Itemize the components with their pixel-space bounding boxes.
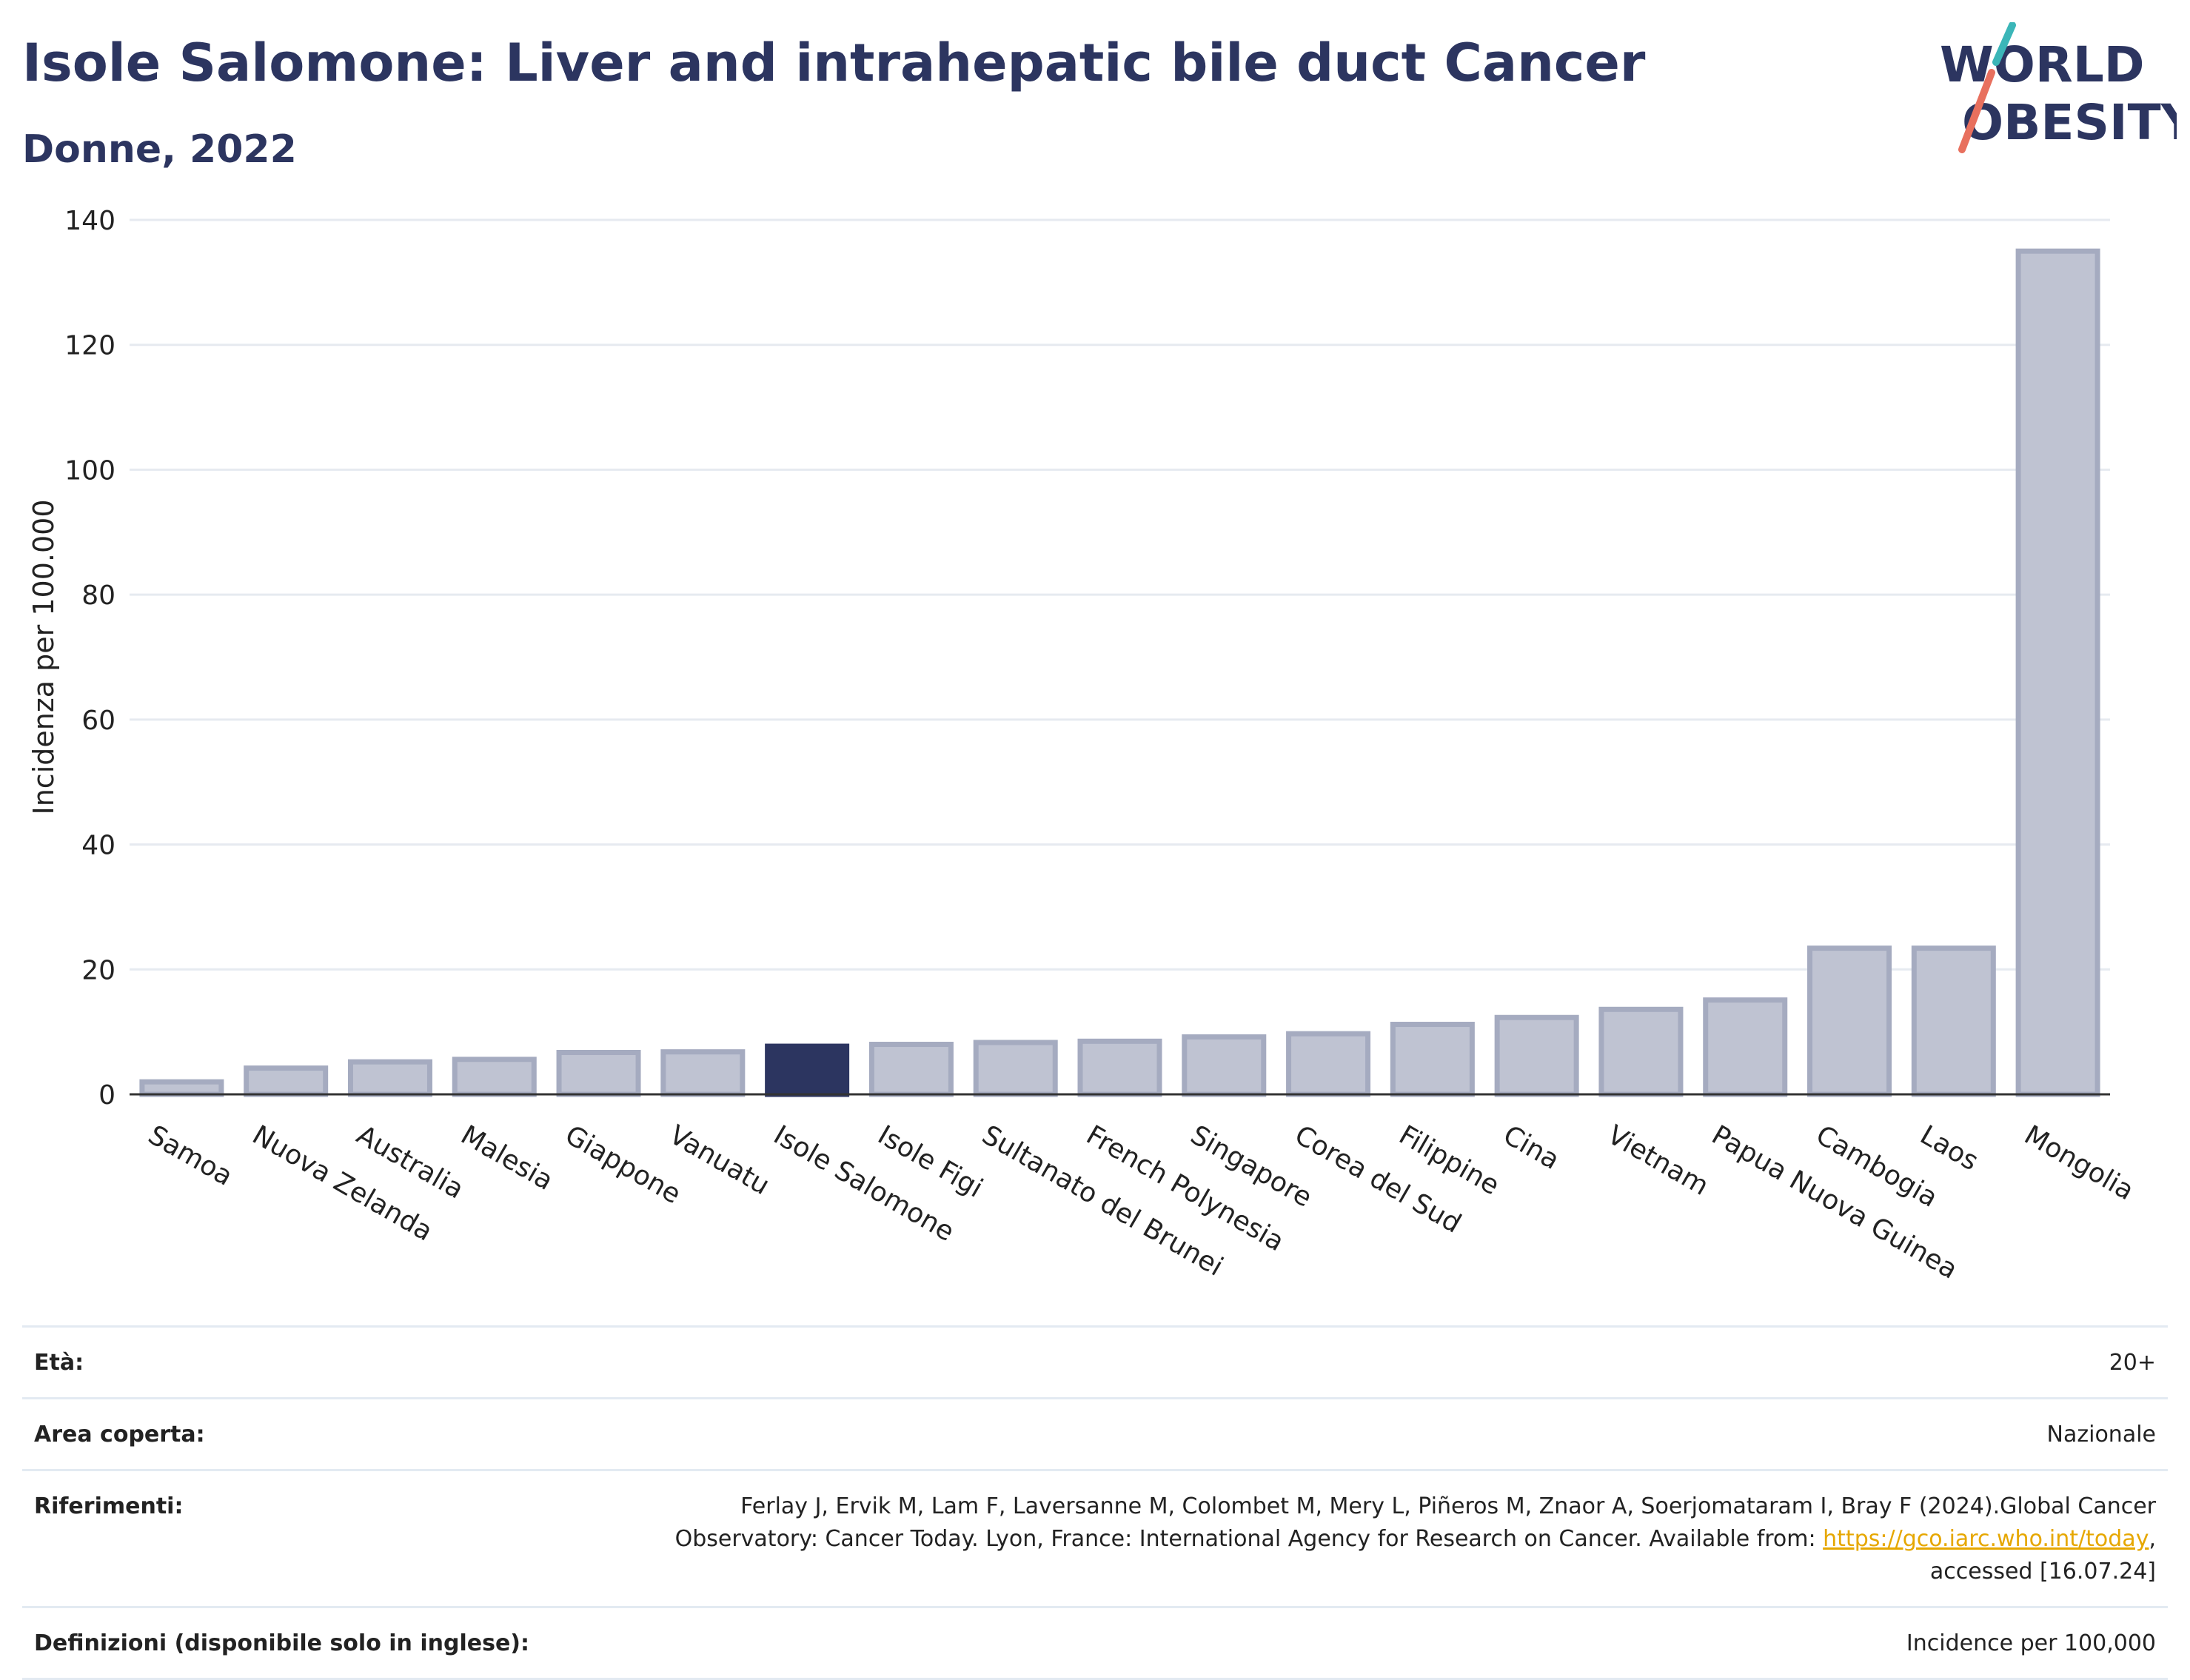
world-obesity-logo: WORLD OBESITY — [1940, 22, 2177, 153]
y-tick-label: 80 — [81, 580, 115, 611]
x-tick-label: Vietnam — [1602, 1120, 1713, 1202]
info-label: Area coperta: — [34, 1422, 205, 1448]
y-tick-label: 140 — [64, 206, 115, 236]
x-tick-label: Giappone — [560, 1120, 686, 1210]
x-tick-label: Cina — [1498, 1120, 1564, 1176]
y-tick-label: 60 — [81, 706, 115, 736]
info-value: Nazionale — [2046, 1422, 2156, 1448]
bar — [1494, 1014, 1579, 1097]
reference-link[interactable]: https://gco.iarc.who.int/today — [1823, 1526, 2149, 1552]
reference-suffix: , accessed [16.07.24] — [1929, 1526, 2156, 1584]
bar — [347, 1059, 432, 1097]
y-tick-label: 40 — [81, 831, 115, 861]
svg-text:WORLD: WORLD — [1940, 36, 2145, 93]
bar — [973, 1040, 1058, 1097]
chart-title: Isole Salomone: Liver and intrahepatic b… — [22, 33, 1646, 93]
info-row-area: Area coperta: Nazionale — [22, 1397, 2168, 1469]
bars — [139, 248, 2100, 1097]
bar — [1598, 1006, 1684, 1097]
info-value-references: Ferlay J, Ervik M, Lam F, Laversanne M, … — [601, 1490, 2156, 1588]
x-tick-label: Nuova Zelanda — [247, 1120, 438, 1247]
bar — [1703, 997, 1788, 1097]
bar — [2015, 248, 2100, 1097]
bar — [1077, 1038, 1162, 1097]
x-tick-label: Isole Salomone — [768, 1120, 960, 1248]
svg-text:OBESITY: OBESITY — [1962, 94, 2177, 151]
info-row-definitions: Definizioni (disponibile solo in inglese… — [22, 1606, 2168, 1680]
bar — [1390, 1022, 1475, 1097]
bar — [868, 1042, 954, 1097]
bar — [244, 1065, 329, 1097]
y-tick-label: 120 — [64, 331, 115, 361]
info-label: Età: — [34, 1350, 84, 1376]
y-tick-label: 20 — [81, 955, 115, 985]
info-row-references: Riferimenti: Ferlay J, Ervik M, Lam F, L… — [22, 1469, 2168, 1606]
x-tick-label: Laos — [1915, 1120, 1983, 1177]
y-axis-ticks: 0 20 40 60 80 100 120 140 — [64, 206, 115, 1111]
bar — [1911, 946, 1996, 1097]
y-tick-label: 100 — [64, 455, 115, 486]
bar — [139, 1079, 224, 1097]
bar — [1807, 946, 1892, 1097]
chart-subtitle: Donne, 2022 — [22, 127, 297, 172]
bar — [556, 1049, 641, 1097]
info-value: Incidence per 100,000 — [1906, 1630, 2156, 1656]
bar — [765, 1043, 850, 1097]
info-table: Età: 20+ Area coperta: Nazionale Riferim… — [22, 1325, 2168, 1680]
bar-chart: 0 20 40 60 80 100 120 140 Samoa Nuova ZelandaAus… — [27, 206, 2139, 1285]
y-axis-label: Incidenza per 100.000 — [27, 500, 60, 815]
x-tick-label: Mongolia — [2019, 1120, 2139, 1206]
bar — [452, 1057, 537, 1097]
info-value: 20+ — [2109, 1350, 2156, 1376]
reference-text: Ferlay J, Ervik M, Lam F, Laversanne M, … — [674, 1493, 2156, 1552]
info-label: Riferimenti: — [34, 1493, 184, 1519]
bar — [1182, 1034, 1267, 1097]
bar — [660, 1049, 746, 1097]
x-tick-label: Malesia — [455, 1120, 557, 1197]
y-tick-label: 0 — [98, 1080, 115, 1111]
info-label: Definizioni (disponibile solo in inglese… — [34, 1630, 529, 1656]
x-tick-label: Samoa — [143, 1120, 238, 1192]
bar — [1286, 1031, 1371, 1097]
info-row-age: Età: 20+ — [22, 1325, 2168, 1397]
